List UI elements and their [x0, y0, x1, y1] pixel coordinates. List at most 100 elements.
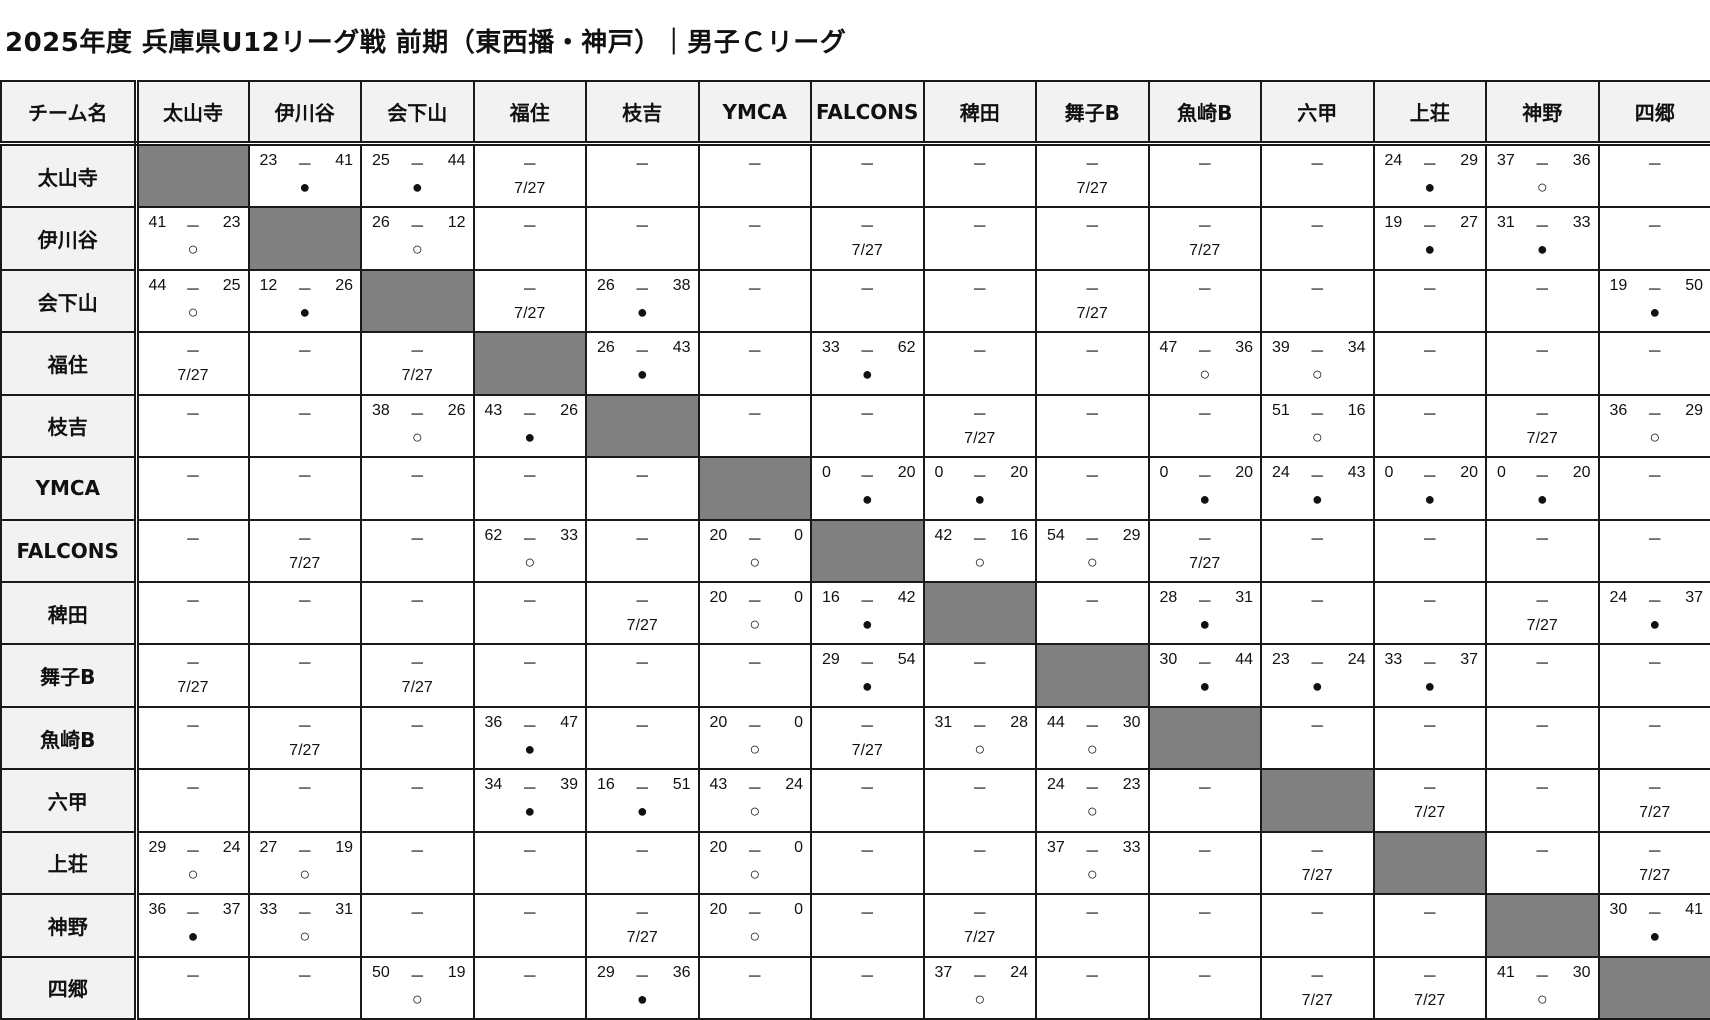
table-row: 舞子B － 7/27 － － 7/27 － － － － 29 54 ● － － 30 44 ● － 23 24 ● － 33 3…: [0, 643, 1710, 708]
dash-mark: －: [409, 781, 426, 799]
dash-mark: －: [521, 906, 538, 924]
own-score: 0: [934, 464, 944, 482]
result-cell: －: [247, 393, 362, 459]
own-score: 0: [1384, 464, 1394, 482]
own-score: 23: [1272, 651, 1290, 669]
diagonal-cell: [1485, 893, 1600, 958]
dash-mark: －: [296, 281, 313, 299]
opponent-score: 30: [1572, 963, 1591, 981]
result-cell: －: [1597, 142, 1710, 209]
result-cell: － 24 23 ○: [1035, 768, 1150, 833]
opponent-score: 33: [1572, 214, 1591, 232]
own-score: 20: [709, 713, 728, 731]
result-cell: －: [1147, 393, 1262, 459]
dash-mark: －: [296, 157, 313, 174]
dash-mark: －: [971, 718, 988, 736]
row-header-team: FALCONS: [0, 518, 139, 584]
diagonal-cell: [1035, 643, 1150, 708]
result-cell: － 7/27: [1597, 768, 1710, 833]
dash-mark: －: [859, 718, 876, 736]
own-score: 54: [1047, 526, 1065, 544]
result-cell: －: [1260, 581, 1375, 646]
match-date: 7/27: [401, 367, 433, 385]
result-cell: －: [922, 268, 1037, 334]
result-cell: －: [1147, 142, 1262, 209]
dash-mark: －: [184, 968, 201, 986]
own-score: 31: [1497, 214, 1515, 232]
result-cell: －: [810, 268, 925, 334]
column-header-team: 舞子B: [1035, 80, 1150, 146]
result-cell: －: [1485, 830, 1600, 896]
win-mark: ○: [749, 926, 761, 947]
result-cell: － 41 30 ○: [1485, 955, 1600, 1020]
match-date: 7/27: [1189, 554, 1221, 572]
opponent-score: 23: [1122, 776, 1141, 794]
match-date: 7/27: [177, 367, 209, 385]
opponent-score: 19: [447, 963, 466, 981]
diagonal-cell: [585, 393, 700, 459]
match-date: 7/27: [289, 554, 321, 572]
result-cell: － 7/27: [1372, 955, 1487, 1020]
result-cell: － 7/27: [585, 893, 700, 958]
own-score: 20: [709, 901, 728, 919]
dash-mark: －: [1084, 843, 1101, 861]
opponent-score: 36: [1572, 152, 1591, 169]
result-cell: －: [922, 331, 1037, 396]
result-cell: － 7/27: [1597, 830, 1710, 896]
result-cell: － 0 20 ●: [922, 456, 1037, 521]
dash-mark: －: [746, 281, 763, 299]
dash-mark: －: [1309, 344, 1326, 362]
own-score: 27: [259, 838, 278, 856]
own-score: 33: [1384, 651, 1403, 669]
result-cell: － 7/27: [360, 643, 475, 708]
loss-mark: ●: [1311, 676, 1323, 697]
dash-mark: －: [1646, 219, 1663, 237]
opponent-score: 23: [222, 214, 241, 232]
opponent-score: 37: [1460, 651, 1478, 669]
result-cell: －: [135, 705, 250, 771]
result-cell: －: [1035, 893, 1150, 958]
result-cell: －: [585, 456, 700, 521]
result-cell: －: [1147, 893, 1262, 958]
dash-mark: －: [409, 656, 426, 674]
dash-mark: －: [1421, 656, 1438, 674]
own-score: 38: [372, 401, 390, 419]
dash-mark: －: [1084, 718, 1101, 736]
own-score: 0: [1497, 464, 1506, 482]
row-header-team: 会下山: [0, 268, 139, 334]
own-score: 24: [1609, 589, 1628, 607]
win-mark: ○: [974, 738, 986, 759]
dash-mark: －: [409, 594, 426, 612]
diagonal-cell: [697, 456, 812, 521]
loss-mark: ●: [299, 177, 311, 197]
column-header-team: 稗田: [922, 80, 1037, 146]
loss-mark: ●: [1424, 676, 1436, 697]
dash-mark: －: [1084, 906, 1101, 924]
dash-mark: －: [296, 531, 313, 549]
result-cell: －: [585, 518, 700, 584]
own-score: 37: [1497, 152, 1515, 169]
result-cell: －: [360, 705, 475, 771]
opponent-score: 24: [1010, 963, 1028, 981]
win-mark: ○: [1086, 863, 1098, 884]
own-score: 30: [1159, 651, 1178, 669]
own-score: 37: [934, 963, 953, 981]
own-score: 36: [484, 713, 503, 731]
result-cell: － 0 20 ●: [1485, 456, 1600, 521]
result-cell: －: [922, 142, 1037, 209]
row-header-team: 伊川谷: [0, 206, 139, 271]
win-mark: ○: [1536, 988, 1548, 1009]
win-mark: ○: [1086, 738, 1098, 759]
result-cell: －: [1597, 705, 1710, 771]
own-score: 26: [597, 339, 615, 357]
dash-mark: －: [1084, 594, 1101, 612]
result-cell: －: [1035, 206, 1150, 271]
result-cell: －: [1035, 393, 1150, 459]
loss-mark: ●: [524, 738, 536, 759]
result-cell: － 38 26 ○: [360, 393, 475, 459]
match-date: 7/27: [1526, 617, 1558, 635]
dash-mark: －: [1196, 531, 1213, 549]
own-score: 23: [259, 152, 278, 169]
loss-mark: ●: [1536, 239, 1548, 260]
dash-mark: －: [1534, 781, 1551, 799]
